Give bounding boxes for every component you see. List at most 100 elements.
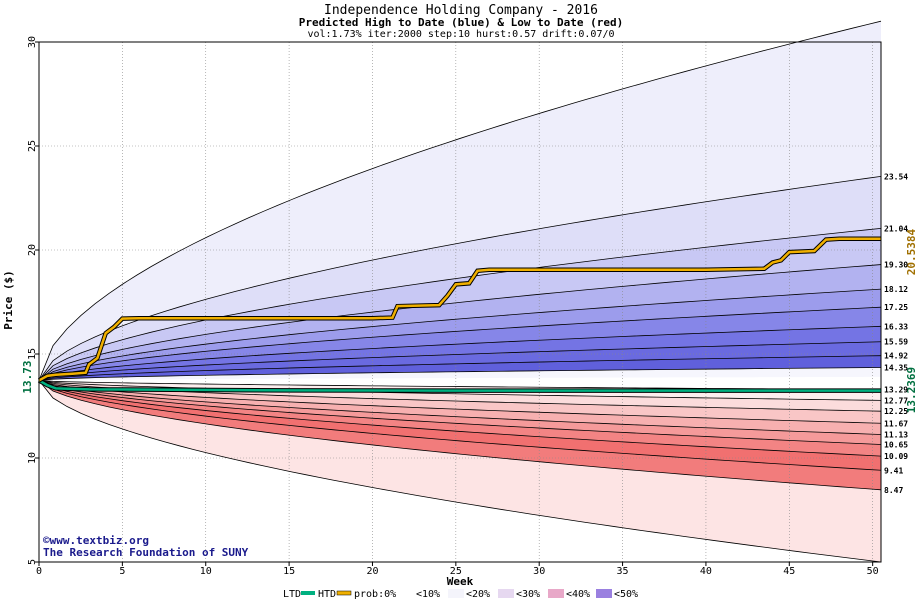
- y-axis-label: Price ($): [2, 270, 15, 330]
- x-tick-label: 25: [450, 566, 462, 577]
- high-quantile-line-3: [38, 264, 882, 381]
- y-tick-label: 15: [27, 348, 38, 360]
- legend-swatch-10: [448, 589, 464, 598]
- ltd-line: [38, 379, 881, 392]
- x-tick-label: 15: [283, 566, 295, 577]
- x-tick-label: 40: [700, 566, 712, 577]
- high-band-0: [39, 21, 881, 381]
- low-band-1: [39, 380, 881, 412]
- quantile-labels: 23.54 21.04 19.30 18.12 17.25 16.33 15.59 14.92…: [884, 172, 908, 494]
- chart-title: Independence Holding Company - 2016: [324, 3, 598, 18]
- x-tick-label: 35: [617, 566, 629, 577]
- copyright-text: ©www.textbiz.org: [43, 534, 149, 547]
- plot-area: [37, 20, 882, 563]
- quantile-label-14: 10.65: [884, 440, 908, 449]
- x-tick-label: 50: [867, 566, 879, 577]
- low-quantile-line-5: [38, 380, 882, 445]
- legend: LTD HTD prob:0% <10% <20% <30% <40% <50%: [283, 589, 638, 600]
- legend-htd-swatch: [336, 590, 352, 596]
- high-quantile-line-7: [38, 341, 882, 381]
- legend-b40-label: <40%: [566, 589, 590, 600]
- low-band-8: [39, 380, 881, 562]
- legend-swatch-20: [498, 589, 514, 598]
- quantile-label-5: 16.33: [884, 322, 908, 331]
- legend-htd-label: HTD: [318, 589, 336, 600]
- low-quantile-line-8: [38, 380, 882, 491]
- low-band-5: [39, 380, 881, 457]
- high-quantile-line-4: [38, 288, 882, 381]
- high-band-inner: [39, 367, 881, 381]
- chart-subtitle: Predicted High to Date (blue) & Low to D…: [299, 16, 624, 29]
- legend-ltd-swatch: [301, 591, 315, 595]
- y-tick-label: 20: [27, 244, 38, 256]
- low-quantile-line-3: [38, 380, 882, 424]
- quantile-label-15: 10.09: [884, 452, 908, 461]
- high-band-1: [39, 176, 881, 381]
- low-band-7: [39, 380, 881, 490]
- ltd-end-label: 13.2369: [905, 367, 918, 413]
- legend-b50-label: <50%: [614, 589, 638, 600]
- high-quantile-line-6: [38, 325, 882, 381]
- quantile-label-3: 18.12: [884, 285, 908, 294]
- plot-frame: [38, 41, 882, 563]
- low-quantile-line-6: [38, 380, 882, 457]
- high-band-3: [39, 264, 881, 381]
- y-tick-label: 5: [27, 559, 38, 565]
- low-band-4: [39, 380, 881, 445]
- quantile-label-11: 12.25: [884, 407, 908, 416]
- high-quantile-line-8: [38, 355, 882, 381]
- quantile-label-6: 15.59: [884, 338, 908, 347]
- high-quantile-line-5: [38, 306, 882, 381]
- htd-end-label: 20.5384: [905, 228, 918, 275]
- quantile-label-0: 23.54: [884, 172, 908, 181]
- legend-b20-label: <20%: [466, 589, 490, 600]
- x-tick-label: 45: [783, 566, 795, 577]
- low-band-2: [39, 380, 881, 424]
- org-text: The Research Foundation of SUNY: [43, 546, 249, 559]
- x-tick-label: 30: [533, 566, 545, 577]
- legend-swatch-30: [548, 589, 564, 598]
- y-axis-ticks: 5 10 15 20 25 30: [27, 36, 39, 565]
- x-tick-label: 20: [366, 566, 378, 577]
- quantile-label-8: 14.35: [884, 364, 908, 373]
- low-quantile-line-7: [38, 380, 882, 471]
- quantile-label-2: 19.30: [884, 261, 908, 270]
- low-quantile-line-4: [38, 380, 882, 435]
- quantile-label-13: 11.13: [884, 430, 908, 439]
- legend-swatch-0: [398, 589, 414, 598]
- quantile-label-9: 13.29: [884, 386, 908, 395]
- high-band-7: [39, 341, 881, 381]
- y-tick-label: 30: [27, 36, 38, 48]
- high-quantile-line-1: [38, 175, 882, 381]
- legend-prob-label: prob:0%: [354, 589, 396, 600]
- high-quantile-line-0: [38, 20, 882, 381]
- high-band-4: [39, 289, 881, 381]
- x-tick-label: 0: [36, 566, 42, 577]
- y-tick-label: 25: [27, 140, 38, 152]
- htd-line: [38, 237, 881, 382]
- x-axis-label: Week: [447, 575, 474, 588]
- x-axis-ticks: 0 5 10 15 20 25 30 35 40 45 50: [36, 562, 879, 577]
- high-band-2: [39, 228, 881, 381]
- chart-params: vol:1.73% iter:2000 step:10 hurst:0.57 d…: [307, 29, 614, 40]
- quantile-label-16: 9.41: [884, 466, 903, 475]
- legend-b10-label: <10%: [416, 589, 440, 600]
- high-band-6: [39, 326, 881, 381]
- high-quantile-line-9: [38, 367, 882, 381]
- quantile-label-4: 17.25: [884, 303, 908, 312]
- legend-ltd-label: LTD: [283, 589, 301, 600]
- y-tick-label: 10: [27, 452, 38, 464]
- x-tick-label: 10: [200, 566, 212, 577]
- quantile-label-7: 14.92: [884, 352, 908, 361]
- series-lines: [37, 236, 881, 393]
- x-tick-label: 5: [119, 566, 125, 577]
- legend-swatch-40: [596, 589, 612, 598]
- start-price-label: 13.73: [21, 360, 34, 393]
- quantile-label-17: 8.47: [884, 486, 903, 495]
- low-quantile-line-9: [38, 380, 882, 563]
- high-quantile-line-2: [38, 227, 882, 381]
- legend-b30-label: <30%: [516, 589, 540, 600]
- quantile-label-10: 12.77: [884, 396, 908, 405]
- quantile-label-1: 21.04: [884, 224, 908, 233]
